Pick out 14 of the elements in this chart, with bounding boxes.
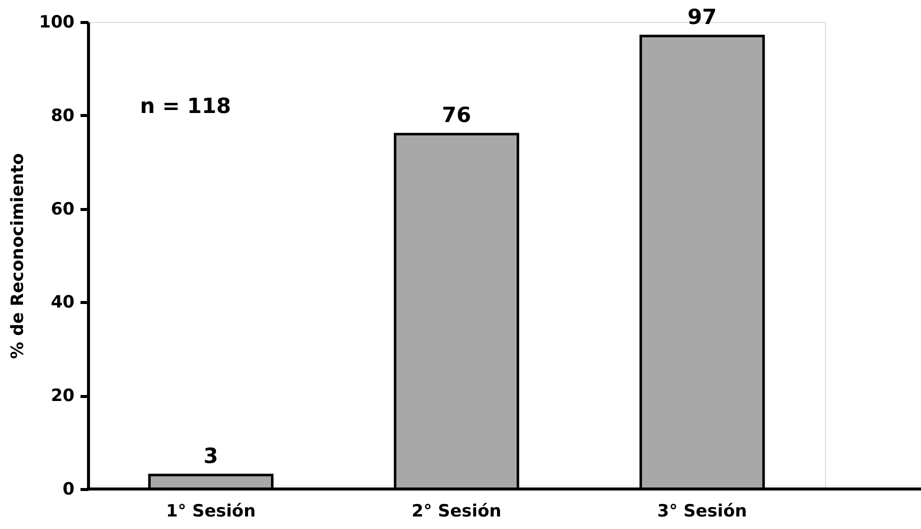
y-tick-label: 20 [50,386,75,406]
x-tick-label: 1° Sesión [166,502,256,522]
data-label: 76 [442,103,472,128]
y-tick-label: 40 [50,292,75,313]
y-tick-label: 100 [39,12,75,32]
y-axis-title: % de Reconocimiento [8,153,28,359]
y-tick-label: 80 [50,106,75,126]
data-label: 97 [688,5,717,30]
x-tick-label: 2° Sesión [412,502,502,522]
y-tick-label: 0 [62,480,75,500]
x-tick-label: 3° Sesión [657,502,748,522]
annotation: n = 118 [140,94,232,118]
y-tick-label: 60 [50,199,75,220]
data-label: 3 [204,444,218,468]
